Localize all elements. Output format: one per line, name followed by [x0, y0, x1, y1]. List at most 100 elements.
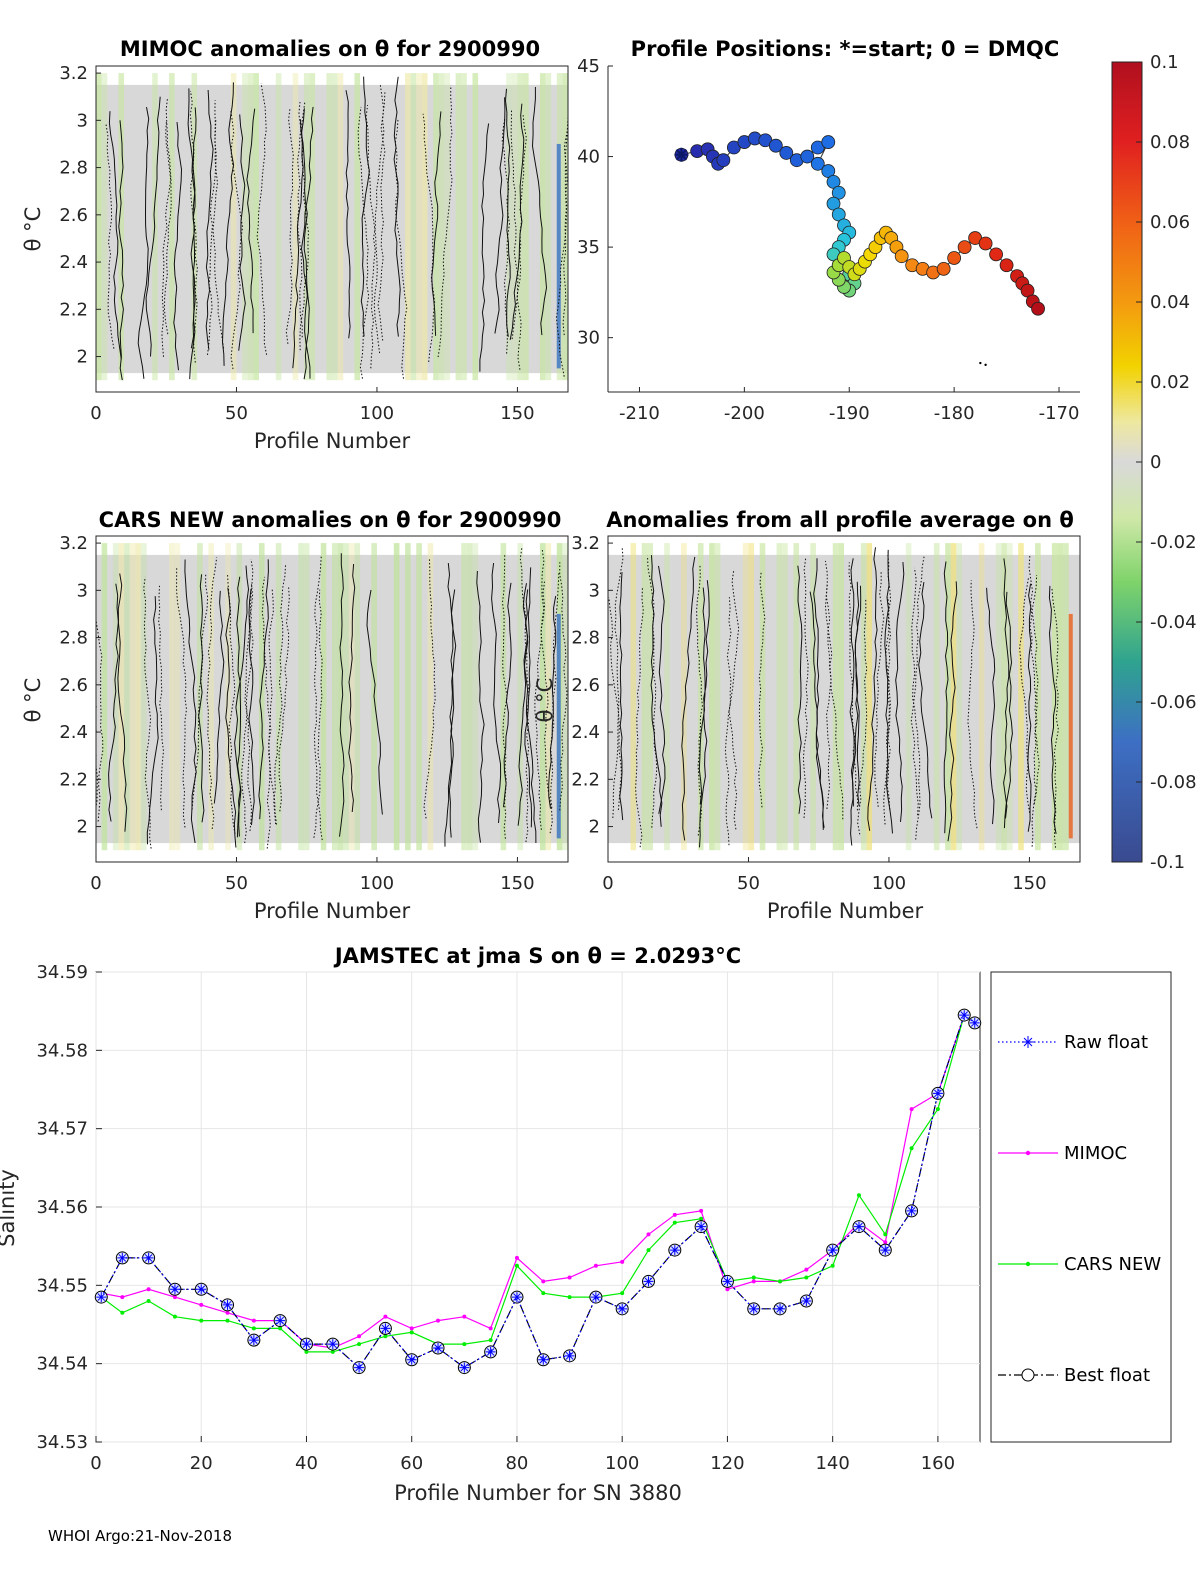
anomaly-strip — [545, 543, 552, 851]
anomaly-strip — [410, 73, 417, 381]
contour-line — [619, 572, 624, 821]
contour-line — [221, 82, 235, 366]
series-point-raw-float — [617, 1303, 628, 1314]
anomaly-strip — [793, 543, 800, 851]
series-point-cars-new — [935, 1107, 940, 1112]
start-marker — [674, 147, 689, 162]
contour-line — [292, 108, 305, 369]
y-tick-label: 34.57 — [36, 1119, 88, 1140]
anomaly-strip — [124, 543, 130, 851]
positions-ticks: -210 -200 -190 -180 -170 30 35 40 45 — [577, 56, 1079, 424]
positions-track — [674, 131, 1045, 367]
contour-line — [345, 90, 351, 339]
allavg-xlabel: Profile Number — [767, 899, 924, 923]
profile-position-point — [989, 247, 1003, 262]
contour-line — [191, 573, 209, 810]
y-tick-label: 30 — [577, 328, 600, 349]
anomaly-strip — [1035, 543, 1041, 851]
anomaly-strip — [641, 543, 648, 851]
x-tick-label: 20 — [190, 1453, 213, 1474]
x-tick-label: 50 — [225, 403, 248, 424]
dmqc-marker — [979, 361, 982, 365]
y-tick-label: 3.2 — [59, 63, 88, 84]
anomaly-strip — [101, 543, 108, 851]
profile-position-point — [957, 240, 972, 255]
anomaly-strip — [174, 543, 181, 851]
anomaly-strip — [225, 543, 231, 851]
x-tick-label: -190 — [829, 403, 870, 424]
anomaly-strip — [140, 543, 147, 851]
anomaly-strip — [539, 73, 546, 381]
contour-line — [163, 97, 172, 335]
anomaly-strip — [956, 543, 962, 851]
anomaly-strip — [714, 543, 721, 851]
series-point-cars-new — [383, 1334, 388, 1339]
anomaly-strip — [332, 73, 338, 381]
series-point-raw-float — [96, 1292, 107, 1303]
contour-line — [234, 565, 250, 838]
anomaly-strip — [236, 543, 243, 851]
series-point-raw-float — [669, 1245, 680, 1256]
series-point-mimoc — [699, 1208, 704, 1213]
series-point-raw-float — [354, 1362, 365, 1373]
anomaly-strip — [461, 543, 467, 851]
anomaly-strip — [1068, 613, 1073, 839]
series-point-cars-new — [514, 1263, 519, 1268]
legend-label-mimoc: MIMOC — [1064, 1143, 1127, 1164]
series-point-cars-new — [225, 1318, 230, 1323]
series-point-cars-new — [146, 1299, 151, 1303]
contour-line — [366, 589, 383, 815]
contour-line — [297, 100, 306, 338]
profile-position-point — [978, 236, 993, 251]
contour-line — [225, 587, 237, 848]
anomaly-strip — [1001, 543, 1007, 851]
y-tick-label: 45 — [577, 56, 600, 77]
x-tick-label: 160 — [921, 1453, 955, 1474]
anomaly-strip — [405, 73, 411, 381]
series-point-cars-new — [909, 1146, 914, 1151]
contour-line — [895, 562, 905, 822]
anomaly-strip — [782, 543, 788, 851]
anomaly-strip — [709, 543, 715, 851]
anomaly-strip — [523, 73, 529, 381]
anomaly-strip — [832, 543, 839, 851]
x-tick-label: 0 — [602, 873, 613, 894]
series-point-mimoc — [567, 1275, 572, 1280]
contour-line — [884, 549, 893, 834]
series-point-cars-new — [856, 1193, 861, 1198]
y-tick-label: 35 — [577, 237, 600, 258]
profile-position-point — [1031, 301, 1045, 316]
anomaly-strip — [978, 543, 985, 851]
allavg-ticks: 0 50 100 150 2 2.2 2.4 2.6 2.8 3 3.2 — [571, 533, 1046, 894]
x-tick-label: 100 — [360, 403, 394, 424]
contour-line — [943, 561, 949, 834]
y-tick-label: 2.4 — [59, 252, 88, 273]
contour-line — [261, 576, 272, 849]
contour-line — [824, 560, 832, 809]
contour-line — [118, 120, 124, 381]
series-point-raw-float — [275, 1315, 286, 1326]
contour-line — [758, 571, 766, 808]
contour-line — [885, 596, 891, 810]
contour-line — [910, 555, 925, 816]
y-tick-label: 2.8 — [59, 158, 88, 179]
anomaly-strip — [253, 73, 259, 381]
contour-line — [522, 583, 537, 844]
contour-line — [647, 555, 658, 828]
anomaly-strip — [562, 543, 568, 851]
series-point-raw-float — [196, 1284, 207, 1295]
series-point-cars-new — [251, 1326, 256, 1331]
series-point-raw-float — [590, 1292, 601, 1303]
y-tick-label: 2.4 — [59, 722, 88, 743]
cars-axes-box — [95, 535, 569, 863]
contour-line — [198, 574, 205, 823]
anomaly-strip — [169, 73, 175, 381]
series-point-raw-float — [643, 1276, 654, 1287]
y-tick-label: 3 — [77, 110, 88, 131]
series-point-raw-float — [801, 1296, 812, 1306]
anomaly-strip — [326, 73, 332, 381]
positions-title: Profile Positions: *=start; 0 = DMQC — [631, 37, 1060, 61]
x-tick-label: 40 — [295, 1453, 318, 1474]
contour-line — [531, 87, 548, 336]
